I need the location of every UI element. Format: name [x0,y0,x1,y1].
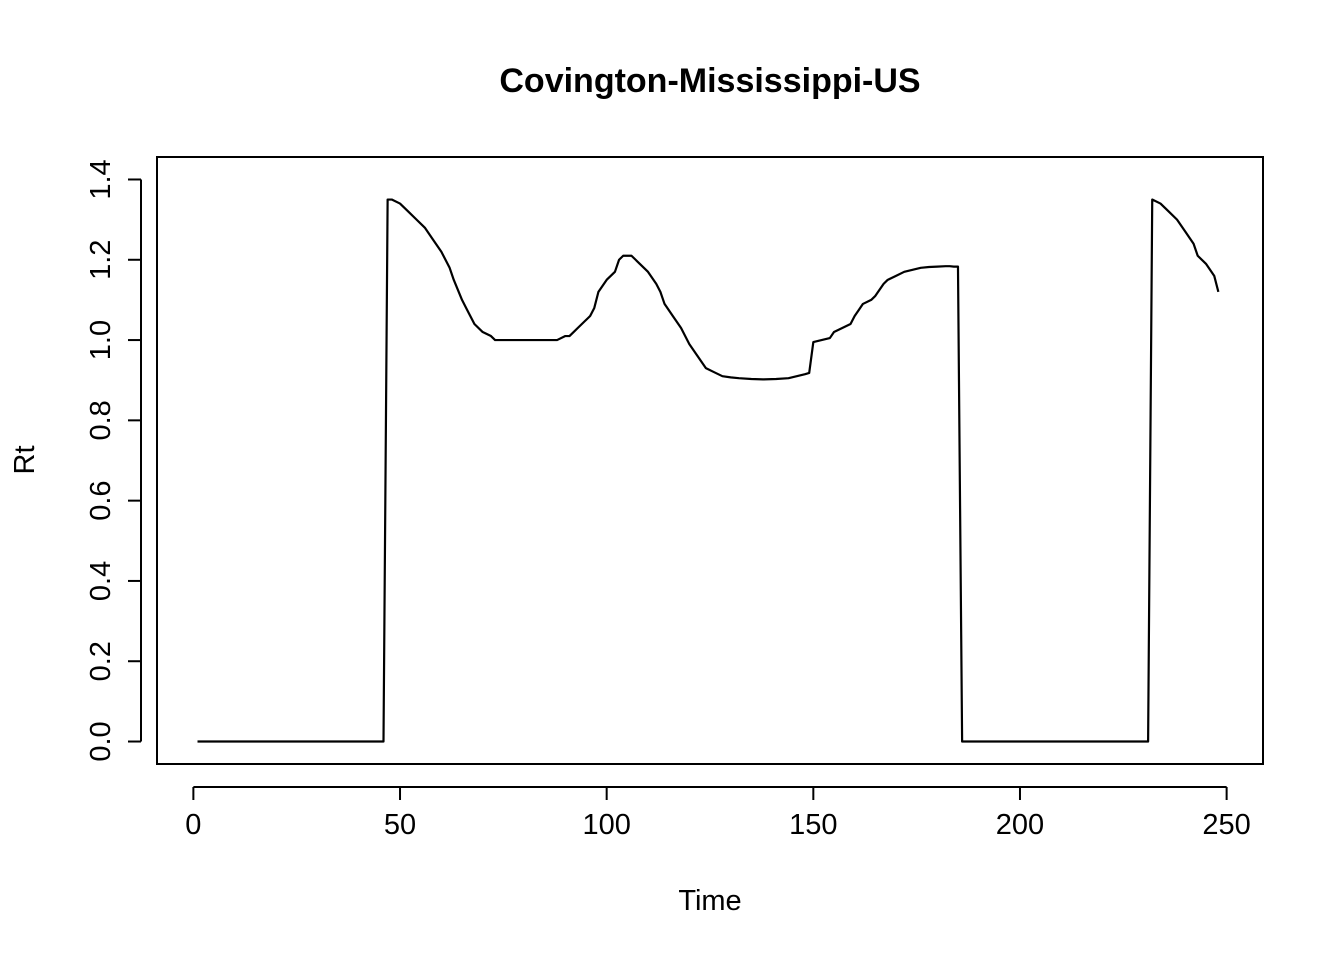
y-tick-label: 0.8 [85,400,117,440]
rt-series-line [197,198,1220,743]
y-tick-label: 0.4 [85,561,117,601]
y-tick-label: 1.2 [85,240,117,280]
y-tick-label: 1.4 [85,159,117,199]
y-tick-label: 0.2 [85,641,117,681]
x-tick-label: 200 [996,809,1044,841]
plot-frame [156,156,1264,765]
y-tick-label: 0.0 [85,721,117,761]
chart-title: Covington-Mississippi-US [499,62,920,100]
x-axis: 0 50 100 150 200 250 [185,786,1251,841]
x-tick-label: 0 [185,809,201,841]
x-tick-label: 150 [789,809,837,841]
y-axis: 0.0 0.2 0.4 0.6 0.8 1.0 1.2 1.4 [85,159,142,762]
x-tick-label: 100 [582,809,630,841]
y-tick-label: 1.0 [85,320,117,360]
y-tick-label: 0.6 [85,480,117,520]
x-tick-label: 50 [384,809,416,841]
x-tick-label: 250 [1202,809,1250,841]
y-axis-label: Rt [9,446,41,475]
x-axis-label: Time [678,885,741,917]
